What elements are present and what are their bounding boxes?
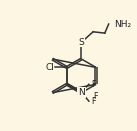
- Text: F: F: [91, 97, 95, 106]
- Text: N: N: [78, 88, 85, 97]
- Text: F: F: [93, 92, 98, 101]
- Text: Cl: Cl: [45, 63, 54, 72]
- Text: F: F: [91, 80, 95, 89]
- Text: NH₂: NH₂: [114, 20, 131, 29]
- Text: S: S: [79, 38, 84, 47]
